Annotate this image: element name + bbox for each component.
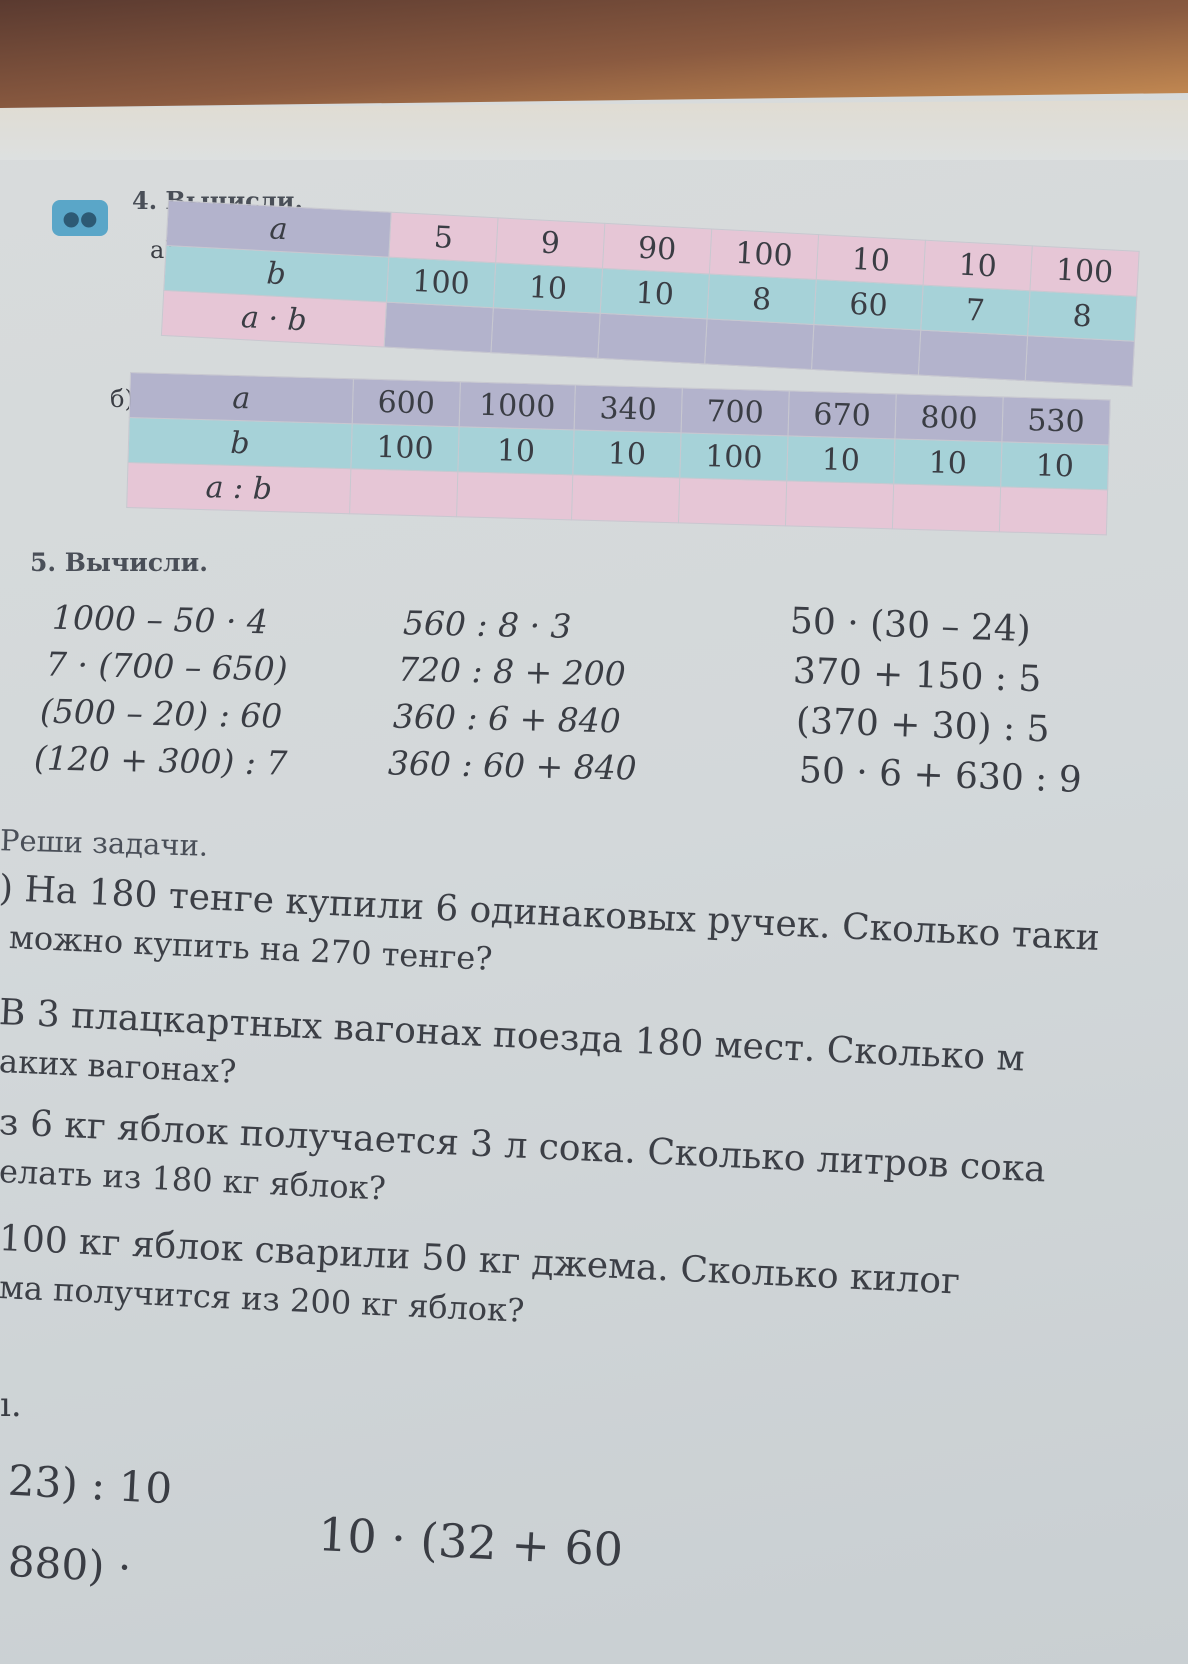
expression: 50 · 6 + 630 : 9 (798, 750, 1083, 801)
expression: (370 + 30) : 5 (795, 700, 1051, 751)
expression: 7 · (700 – 650) (45, 644, 289, 689)
page-edge (0, 100, 1188, 160)
expression: 880) · (6, 1536, 133, 1593)
expression: 370 + 150 : 5 (792, 650, 1043, 701)
expression: 50 · (30 – 24) (789, 600, 1032, 651)
table-cell: 800 (894, 393, 1004, 442)
table-cell: 10 (816, 234, 926, 286)
table-cell: 700 (681, 387, 790, 436)
row-label: a : b (126, 462, 351, 514)
expression: (500 – 20) : 60 (39, 691, 283, 736)
table-cell: 340 (574, 384, 683, 433)
problem-text: елать из 180 кг яблок? (0, 1152, 387, 1208)
answer-cell (490, 307, 601, 359)
table-cell: 100 (709, 228, 819, 280)
table-cell: 60 (813, 279, 924, 331)
answer-cell (384, 302, 494, 353)
table-cell: 10 (457, 426, 575, 475)
answer-cell (456, 471, 573, 520)
expression: 360 : 60 + 840 (387, 743, 638, 788)
table-cell: 530 (1001, 396, 1111, 445)
table-cell: 10 (1000, 441, 1109, 490)
expression: 360 : 6 + 840 (392, 696, 622, 741)
table-cell: 670 (787, 390, 897, 439)
table-cell: 10 (893, 438, 1002, 487)
answer-cell (678, 477, 787, 526)
answer-cell (1025, 335, 1135, 387)
table-cell: 10 (572, 429, 682, 478)
table-cell: 100 (1029, 245, 1140, 297)
expression: (120 + 300) : 7 (33, 738, 288, 783)
row-label: a (129, 372, 354, 424)
expression: 1000 – 50 · 4 (51, 597, 269, 642)
table-cell: 100 (350, 423, 460, 472)
exercise5-title: 5. Вычисли. (30, 548, 208, 577)
table-cell: 10 (493, 262, 603, 314)
pair-work-icon: ●● (52, 200, 108, 236)
answer-cell (597, 313, 708, 364)
exercise7-title: ı. (0, 1385, 22, 1425)
problem-text: аких вагонах? (0, 1042, 238, 1091)
answer-cell (999, 486, 1108, 535)
background-desk (0, 0, 1188, 108)
table-cell: 1000 (459, 381, 576, 430)
expression: 23) : 10 (6, 1455, 174, 1514)
answer-cell (892, 483, 1001, 532)
row-label: b (127, 417, 353, 469)
table-b: a 600 1000 340 700 670 800 530 b 100 10 10 100 10 10 10… (126, 372, 1111, 535)
answer-cell (811, 324, 921, 376)
table-cell: 10 (600, 268, 710, 319)
part-b-label: б) (110, 385, 134, 413)
exercise6-title: Реши задачи. (0, 823, 209, 863)
table-cell: 100 (679, 432, 788, 481)
expression: 560 : 8 · 3 (402, 603, 572, 646)
table-cell: 8 (707, 273, 817, 325)
table-cell: 10 (923, 240, 1033, 291)
answer-cell (785, 480, 894, 529)
table-cell: 5 (388, 212, 499, 263)
table-cell: 9 (495, 217, 605, 269)
table-cell: 90 (602, 223, 712, 274)
expression: 10 · (32 + 60 (316, 1507, 625, 1577)
table-cell: 10 (786, 435, 895, 484)
table-cell: 8 (1027, 290, 1137, 342)
table-a: a 5 9 90 100 10 10 100 b 100 10 10 8 60 7 8 a · b (161, 200, 1140, 387)
expression: 720 : 8 + 200 (397, 649, 627, 694)
answer-cell (918, 330, 1028, 381)
table-cell: 100 (386, 257, 496, 308)
answer-cell (349, 468, 458, 517)
answer-cell (571, 474, 680, 523)
table-cell: 600 (352, 378, 461, 427)
table-cell: 7 (920, 285, 1030, 336)
answer-cell (704, 318, 814, 370)
